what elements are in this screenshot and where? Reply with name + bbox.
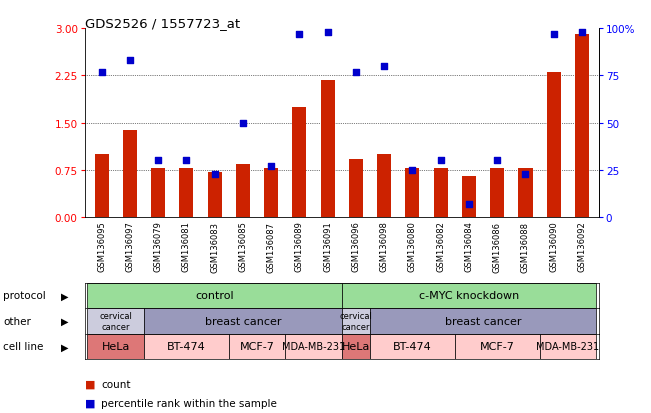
Text: GSM136081: GSM136081 bbox=[182, 221, 191, 272]
Text: GSM136082: GSM136082 bbox=[436, 221, 445, 272]
Point bbox=[351, 69, 361, 76]
Point bbox=[436, 158, 446, 164]
Bar bbox=[151, 169, 165, 218]
Bar bbox=[518, 169, 533, 218]
Text: GSM136080: GSM136080 bbox=[408, 221, 417, 272]
Bar bbox=[320, 81, 335, 218]
Text: GSM136089: GSM136089 bbox=[295, 221, 304, 272]
Point bbox=[96, 69, 107, 76]
Bar bbox=[342, 334, 370, 359]
Point bbox=[549, 31, 559, 38]
Point bbox=[181, 158, 191, 164]
Text: GSM136096: GSM136096 bbox=[352, 221, 361, 272]
Text: GSM136087: GSM136087 bbox=[267, 221, 275, 272]
Point bbox=[294, 31, 305, 38]
Bar bbox=[208, 172, 222, 218]
Text: ■: ■ bbox=[85, 398, 95, 408]
Bar bbox=[406, 169, 419, 218]
Text: breast cancer: breast cancer bbox=[445, 316, 521, 326]
Point bbox=[153, 158, 163, 164]
Text: GDS2526 / 1557723_at: GDS2526 / 1557723_at bbox=[85, 17, 240, 29]
Text: GSM136086: GSM136086 bbox=[493, 221, 502, 272]
Bar bbox=[342, 283, 596, 309]
Text: MDA-MB-231: MDA-MB-231 bbox=[536, 342, 600, 351]
Bar bbox=[370, 309, 596, 334]
Bar bbox=[264, 169, 278, 218]
Text: HeLa: HeLa bbox=[102, 342, 130, 351]
Point bbox=[322, 29, 333, 36]
Text: c-MYC knockdown: c-MYC knockdown bbox=[419, 291, 519, 301]
Bar bbox=[292, 107, 307, 218]
Text: GSM136088: GSM136088 bbox=[521, 221, 530, 272]
Text: BT-474: BT-474 bbox=[393, 342, 432, 351]
Bar bbox=[123, 131, 137, 218]
Text: MCF-7: MCF-7 bbox=[480, 342, 515, 351]
Text: GSM136083: GSM136083 bbox=[210, 221, 219, 272]
Text: protocol: protocol bbox=[3, 291, 46, 301]
Bar bbox=[540, 334, 596, 359]
Point bbox=[577, 29, 587, 36]
Bar bbox=[87, 283, 342, 309]
Text: GSM136098: GSM136098 bbox=[380, 221, 389, 272]
Bar bbox=[285, 334, 342, 359]
Text: count: count bbox=[101, 379, 130, 389]
Text: ▶: ▶ bbox=[61, 342, 69, 351]
Bar bbox=[179, 169, 193, 218]
Bar bbox=[547, 73, 561, 218]
Text: GSM136091: GSM136091 bbox=[323, 221, 332, 272]
Point bbox=[492, 158, 503, 164]
Point bbox=[379, 63, 389, 70]
Text: GSM136090: GSM136090 bbox=[549, 221, 558, 272]
Text: GSM136092: GSM136092 bbox=[577, 221, 587, 272]
Text: GSM136085: GSM136085 bbox=[238, 221, 247, 272]
Bar bbox=[349, 160, 363, 218]
Bar bbox=[377, 155, 391, 218]
Text: GSM136079: GSM136079 bbox=[154, 221, 163, 272]
Bar bbox=[455, 334, 540, 359]
Text: ■: ■ bbox=[85, 379, 95, 389]
Point bbox=[464, 201, 474, 208]
Bar bbox=[434, 169, 448, 218]
Point bbox=[266, 164, 276, 170]
Bar bbox=[462, 177, 476, 218]
Point bbox=[210, 171, 220, 178]
Bar bbox=[87, 334, 144, 359]
Bar bbox=[94, 155, 109, 218]
Point bbox=[520, 171, 531, 178]
Text: cervical
cancer: cervical cancer bbox=[339, 311, 372, 331]
Text: GSM136097: GSM136097 bbox=[126, 221, 134, 272]
Bar bbox=[229, 334, 285, 359]
Bar bbox=[87, 309, 144, 334]
Text: cell line: cell line bbox=[3, 342, 44, 351]
Text: GSM136084: GSM136084 bbox=[464, 221, 473, 272]
Text: ▶: ▶ bbox=[61, 316, 69, 326]
Bar bbox=[236, 164, 250, 218]
Text: MCF-7: MCF-7 bbox=[240, 342, 275, 351]
Text: MDA-MB-231: MDA-MB-231 bbox=[282, 342, 345, 351]
Bar bbox=[490, 169, 505, 218]
Text: cervical
cancer: cervical cancer bbox=[99, 311, 132, 331]
Point bbox=[238, 120, 248, 127]
Point bbox=[408, 167, 418, 174]
Text: GSM136095: GSM136095 bbox=[97, 221, 106, 272]
Bar bbox=[370, 334, 455, 359]
Bar bbox=[575, 35, 589, 218]
Text: control: control bbox=[195, 291, 234, 301]
Text: BT-474: BT-474 bbox=[167, 342, 206, 351]
Point bbox=[124, 58, 135, 64]
Text: other: other bbox=[3, 316, 31, 326]
Bar bbox=[144, 309, 342, 334]
Bar bbox=[342, 309, 370, 334]
Text: percentile rank within the sample: percentile rank within the sample bbox=[101, 398, 277, 408]
Text: breast cancer: breast cancer bbox=[204, 316, 281, 326]
Text: ▶: ▶ bbox=[61, 291, 69, 301]
Text: HeLa: HeLa bbox=[342, 342, 370, 351]
Bar bbox=[144, 334, 229, 359]
